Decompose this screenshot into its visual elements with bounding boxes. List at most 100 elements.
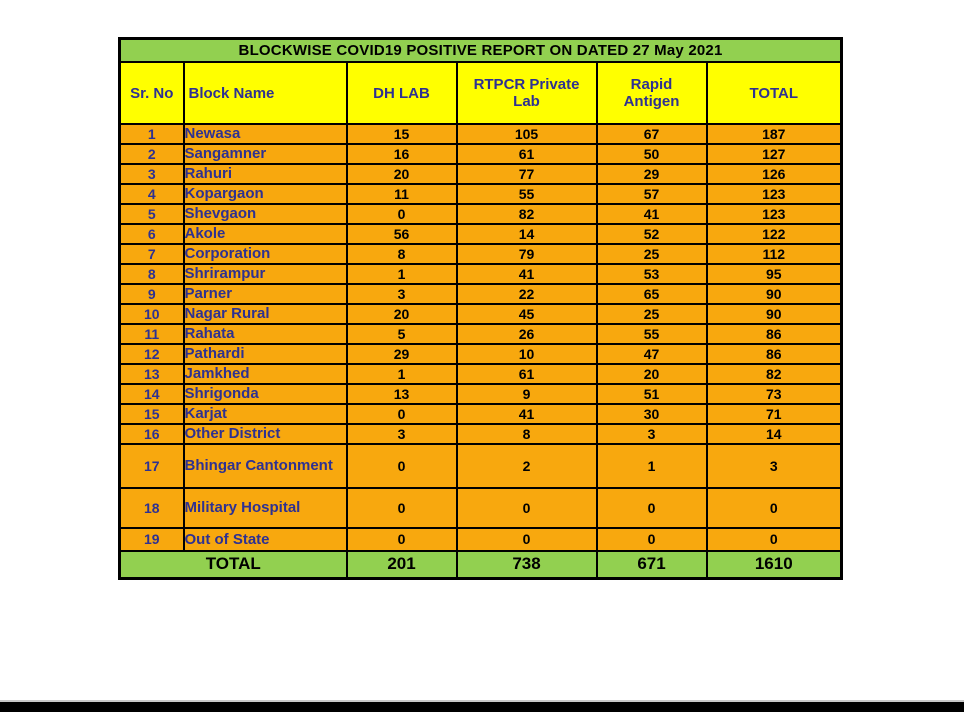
header-row: Sr. No Block Name DH LAB RTPCR Private L… [118, 61, 843, 125]
bottom-black-bar [0, 700, 964, 712]
cell-block-name: Rahuri [182, 163, 348, 185]
table-row: 18 Military Hospital 0 0 0 0 [118, 487, 843, 529]
cell-rapid-antigen: 55 [595, 323, 708, 345]
cell-total: 122 [705, 223, 843, 245]
table-row: 12 Pathardi 29 10 47 86 [118, 343, 843, 365]
cell-total: 86 [705, 323, 843, 345]
total-rtpcr-private-lab-value: 738 [455, 550, 598, 579]
cell-total: 0 [705, 527, 843, 552]
total-row: TOTAL 201 738 671 1610 [118, 550, 843, 579]
cell-block-name: Corporation [182, 243, 348, 265]
cell-rapid-antigen: 1 [595, 443, 708, 489]
column-header-rapid-antigen: Rapid Antigen [595, 61, 708, 125]
cell-total: 86 [705, 343, 843, 365]
cell-sr-no: 13 [118, 363, 185, 385]
table-row: 5 Shevgaon 0 82 41 123 [118, 203, 843, 225]
cell-rtpcr-private-lab: 41 [455, 263, 598, 285]
cell-rtpcr-private-lab: 9 [455, 383, 598, 405]
cell-block-name: Out of State [182, 527, 348, 552]
cell-rapid-antigen: 3 [595, 423, 708, 445]
cell-block-name: Sangamner [182, 143, 348, 165]
cell-rtpcr-private-lab: 0 [455, 487, 598, 529]
cell-total: 0 [705, 487, 843, 529]
cell-block-name: Nagar Rural [182, 303, 348, 325]
cell-rtpcr-private-lab: 79 [455, 243, 598, 265]
cell-sr-no: 11 [118, 323, 185, 345]
cell-rtpcr-private-lab: 45 [455, 303, 598, 325]
cell-block-name: Jamkhed [182, 363, 348, 385]
cell-sr-no: 16 [118, 423, 185, 445]
cell-dh-lab: 56 [345, 223, 458, 245]
cell-rapid-antigen: 25 [595, 303, 708, 325]
cell-sr-no: 18 [118, 487, 185, 529]
cell-total: 126 [705, 163, 843, 185]
covid-report-table: BLOCKWISE COVID19 POSITIVE REPORT ON DAT… [118, 37, 844, 580]
total-label: TOTAL [118, 550, 348, 579]
cell-rtpcr-private-lab: 2 [455, 443, 598, 489]
table-row: 6 Akole 56 14 52 122 [118, 223, 843, 245]
cell-sr-no: 10 [118, 303, 185, 325]
cell-rapid-antigen: 47 [595, 343, 708, 365]
cell-rapid-antigen: 52 [595, 223, 708, 245]
cell-block-name: Shrirampur [182, 263, 348, 285]
cell-sr-no: 8 [118, 263, 185, 285]
cell-rapid-antigen: 51 [595, 383, 708, 405]
total-rapid-antigen-value: 671 [595, 550, 708, 579]
cell-total: 82 [705, 363, 843, 385]
column-header-sr-no: Sr. No [118, 61, 185, 125]
cell-rapid-antigen: 50 [595, 143, 708, 165]
table-row: 16 Other District 3 8 3 14 [118, 423, 843, 445]
cell-dh-lab: 3 [345, 283, 458, 305]
cell-total: 3 [705, 443, 843, 489]
cell-block-name: Akole [182, 223, 348, 245]
cell-dh-lab: 0 [345, 403, 458, 425]
cell-rtpcr-private-lab: 55 [455, 183, 598, 205]
table-row: 11 Rahata 5 26 55 86 [118, 323, 843, 345]
cell-rtpcr-private-lab: 10 [455, 343, 598, 365]
cell-rapid-antigen: 20 [595, 363, 708, 385]
cell-dh-lab: 3 [345, 423, 458, 445]
table-body: 1 Newasa 15 105 67 187 2 Sangamner 16 61 50 127 3 Rah… [118, 123, 843, 552]
total-dh-lab-value: 201 [345, 550, 458, 579]
cell-rapid-antigen: 0 [595, 487, 708, 529]
cell-rtpcr-private-lab: 82 [455, 203, 598, 225]
cell-block-name: Newasa [182, 123, 348, 145]
cell-block-name: Shrigonda [182, 383, 348, 405]
cell-rapid-antigen: 53 [595, 263, 708, 285]
cell-dh-lab: 15 [345, 123, 458, 145]
cell-dh-lab: 0 [345, 527, 458, 552]
table-row: 8 Shrirampur 1 41 53 95 [118, 263, 843, 285]
cell-block-name: Rahata [182, 323, 348, 345]
column-header-block-name: Block Name [182, 61, 348, 125]
cell-sr-no: 17 [118, 443, 185, 489]
cell-dh-lab: 0 [345, 203, 458, 225]
cell-sr-no: 12 [118, 343, 185, 365]
table-row: 2 Sangamner 16 61 50 127 [118, 143, 843, 165]
cell-sr-no: 14 [118, 383, 185, 405]
cell-rapid-antigen: 65 [595, 283, 708, 305]
cell-dh-lab: 20 [345, 163, 458, 185]
cell-block-name: Pathardi [182, 343, 348, 365]
cell-sr-no: 2 [118, 143, 185, 165]
cell-rapid-antigen: 30 [595, 403, 708, 425]
cell-rapid-antigen: 0 [595, 527, 708, 552]
cell-total: 112 [705, 243, 843, 265]
cell-rapid-antigen: 25 [595, 243, 708, 265]
cell-block-name: Other District [182, 423, 348, 445]
total-total-value: 1610 [705, 550, 843, 579]
cell-rapid-antigen: 57 [595, 183, 708, 205]
cell-sr-no: 4 [118, 183, 185, 205]
cell-sr-no: 5 [118, 203, 185, 225]
cell-rtpcr-private-lab: 41 [455, 403, 598, 425]
cell-rtpcr-private-lab: 0 [455, 527, 598, 552]
cell-dh-lab: 20 [345, 303, 458, 325]
table-row: 13 Jamkhed 1 61 20 82 [118, 363, 843, 385]
cell-sr-no: 6 [118, 223, 185, 245]
cell-total: 14 [705, 423, 843, 445]
cell-block-name: Bhingar Cantonment [182, 443, 348, 489]
table-row: 7 Corporation 8 79 25 112 [118, 243, 843, 265]
table-row: 15 Karjat 0 41 30 71 [118, 403, 843, 425]
column-header-total: TOTAL [705, 61, 843, 125]
cell-block-name: Shevgaon [182, 203, 348, 225]
